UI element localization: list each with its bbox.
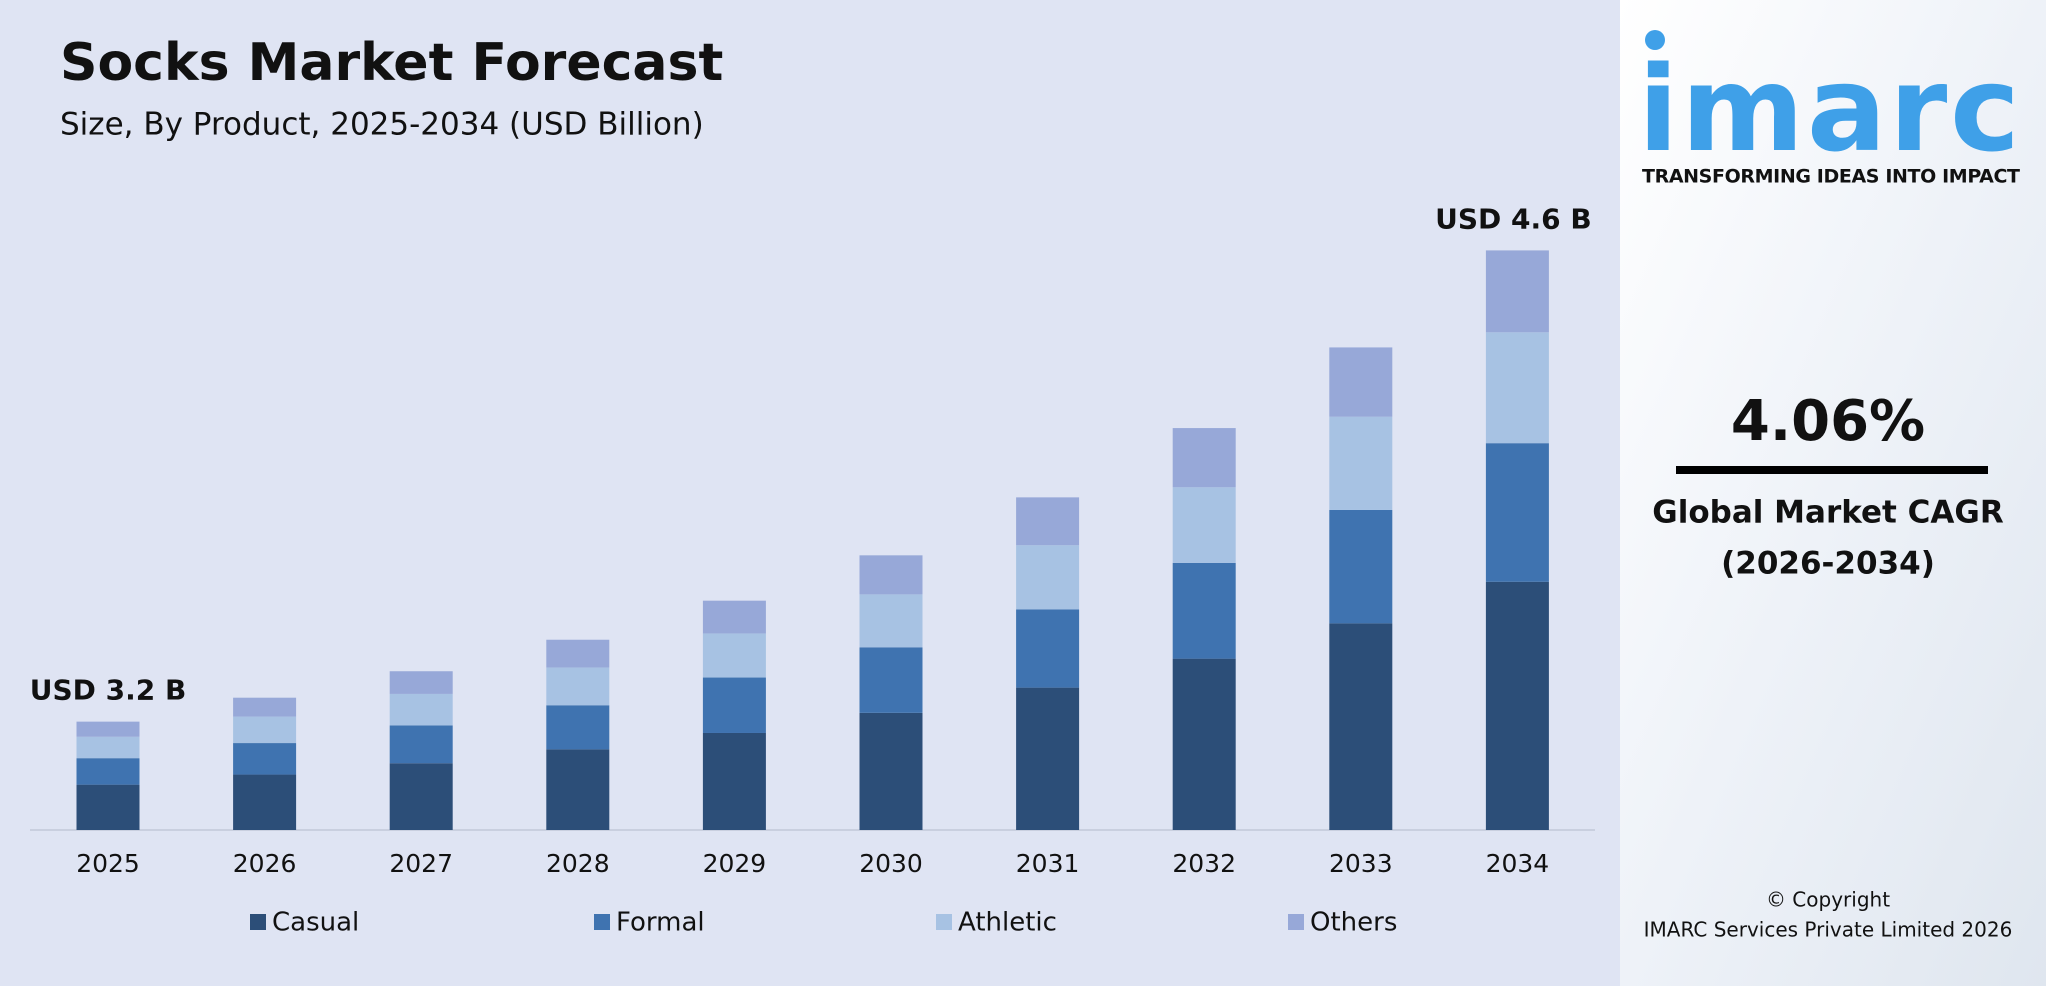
bar-segment	[859, 647, 923, 713]
bar-segment	[859, 712, 923, 830]
bar-segment	[1329, 347, 1393, 417]
legend-label: Others	[1310, 908, 1397, 938]
bar-segment	[233, 743, 297, 775]
x-tick-label: 2032	[1172, 849, 1236, 878]
cagr-label: Global Market CAGR	[1652, 495, 2004, 531]
legend-label: Casual	[272, 908, 359, 938]
legend-swatch	[936, 914, 952, 930]
total-label: USD 4.6 B	[1435, 202, 1592, 235]
copyright: © Copyright	[1766, 888, 1890, 912]
x-tick-label: 2026	[233, 849, 297, 878]
total-label: USD 3.2 B	[30, 674, 187, 707]
chart-title: Socks Market Forecast	[60, 33, 723, 93]
bar-segment	[389, 671, 453, 694]
bar-segment	[1172, 562, 1236, 659]
chart-subtitle: Size, By Product, 2025-2034 (USD Billion…	[60, 107, 704, 143]
bar-segment	[76, 758, 140, 785]
legend-swatch	[1288, 914, 1304, 930]
bar-segment	[1172, 428, 1236, 488]
bar-segment	[859, 594, 923, 648]
bar-segment	[389, 725, 453, 764]
tagline: TRANSFORMING IDEAS INTO IMPACT	[1642, 166, 2020, 188]
bar-segment	[1329, 416, 1393, 510]
bar-segment	[702, 633, 766, 678]
bar-segment	[1329, 509, 1393, 624]
bar-segment	[389, 693, 453, 726]
bar-segment	[1016, 545, 1080, 610]
bar-segment	[1485, 250, 1549, 333]
bar-segment	[76, 736, 140, 759]
bar-segment	[1485, 332, 1549, 444]
cagr-value: 4.06%	[1731, 389, 1925, 454]
bar-segment	[76, 784, 140, 830]
bar-segment	[702, 677, 766, 733]
x-tick-label: 2025	[76, 849, 140, 878]
bar-segment	[546, 749, 610, 830]
bar-segment	[233, 697, 297, 717]
bar-segment	[1016, 609, 1080, 688]
bar-segment	[1485, 443, 1549, 582]
sidebar-panel	[1620, 0, 2046, 986]
bar-segment	[1485, 581, 1549, 830]
bar-segment	[546, 667, 610, 706]
bar-segment	[546, 639, 610, 668]
x-tick-label: 2034	[1486, 849, 1550, 878]
bar-segment	[1172, 658, 1236, 830]
logo-dot	[1645, 30, 1665, 50]
bar-segment	[1016, 497, 1080, 546]
company: IMARC Services Private Limited 2026	[1644, 918, 2013, 942]
bar-segment	[389, 763, 453, 830]
legend-label: Formal	[616, 908, 705, 938]
bar-segment	[76, 721, 140, 737]
bar-segment	[233, 774, 297, 830]
bar-segment	[1329, 623, 1393, 830]
x-tick-label: 2031	[1016, 849, 1080, 878]
bar-segment	[546, 705, 610, 750]
cagr-period: (2026-2034)	[1721, 546, 1935, 582]
bar-segment	[1016, 687, 1080, 830]
legend-swatch	[250, 914, 266, 930]
x-tick-label: 2028	[546, 849, 610, 878]
logo: imarc	[1638, 40, 2020, 178]
bar-segment	[702, 732, 766, 830]
bar-segment	[702, 600, 766, 634]
legend-label: Athletic	[958, 908, 1057, 938]
x-tick-label: 2030	[859, 849, 923, 878]
x-tick-label: 2027	[389, 849, 453, 878]
legend-swatch	[594, 914, 610, 930]
x-tick-label: 2033	[1329, 849, 1393, 878]
bar-segment	[1172, 487, 1236, 563]
x-tick-label: 2029	[703, 849, 767, 878]
bar-segment	[859, 555, 923, 595]
bar-segment	[233, 716, 297, 744]
